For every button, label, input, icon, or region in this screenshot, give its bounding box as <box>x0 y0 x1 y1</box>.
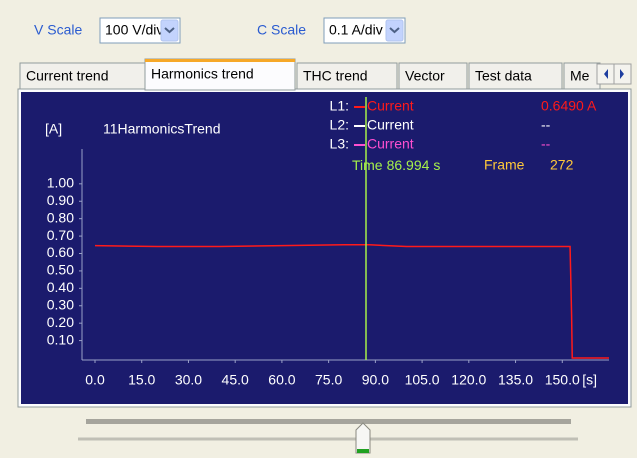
x-tick-label: 30.0 <box>175 372 202 388</box>
cursor-unit: s <box>433 157 440 173</box>
y-tick-label: 0.30 <box>47 296 74 312</box>
slider-thumb[interactable] <box>355 422 371 454</box>
frame-label: Frame <box>484 157 525 173</box>
y-tick-label: 0.90 <box>47 192 74 208</box>
tab[interactable]: Current trend <box>19 62 146 90</box>
legend-id: L3: <box>330 136 349 152</box>
v-scale-value: 100 V/div <box>105 22 163 38</box>
arrow-right <box>620 69 624 79</box>
dropdown-button[interactable] <box>385 19 404 42</box>
dropdown-button[interactable] <box>160 19 179 42</box>
tab-body <box>398 62 468 90</box>
y-axis-label: [A] <box>45 121 62 137</box>
cursor-readout: Time 86.994 s <box>352 157 440 173</box>
y-tick-label: 1.00 <box>47 175 74 191</box>
x-unit: [s] <box>582 372 597 388</box>
cursor-label: Time <box>352 157 383 173</box>
x-tick-label: 105.0 <box>405 372 440 388</box>
v-scale-label: V Scale <box>34 22 82 38</box>
y-tick-label: 0.80 <box>47 209 74 225</box>
chart-title: 11HarmonicsTrend <box>103 121 221 137</box>
legend-name: Current <box>367 136 414 152</box>
y-tick-label: 0.20 <box>47 314 74 330</box>
tab-body <box>468 62 563 90</box>
x-tick-label: 45.0 <box>222 372 249 388</box>
c-scale-value: 0.1 A/div <box>329 22 383 38</box>
legend-id: L2: <box>330 117 349 133</box>
y-tick-label: 0.40 <box>47 279 74 295</box>
legend-reading: 0.6490 A <box>541 98 597 114</box>
legend-name: Current <box>367 98 414 114</box>
y-tick-label: 0.60 <box>47 244 74 260</box>
tab-label: Current trend <box>26 68 108 84</box>
frame-value: 272 <box>550 157 574 173</box>
tab[interactable]: Vector <box>398 62 468 90</box>
tab-highlight <box>145 59 295 62</box>
slider-thumb-base <box>357 449 369 453</box>
series-line <box>94 244 609 359</box>
chevron <box>389 27 400 34</box>
legend-id: L1: <box>330 98 349 114</box>
legend-reading: -- <box>541 136 551 152</box>
tab-label: Vector <box>405 68 445 84</box>
y-tick-label: 0.50 <box>47 262 74 278</box>
x-tick-label: 75.0 <box>315 372 342 388</box>
tab[interactable]: THC trend <box>296 62 398 90</box>
x-tick-label: 135.0 <box>498 372 533 388</box>
x-tick-label: 60.0 <box>268 372 295 388</box>
chevron <box>164 27 175 34</box>
cursor-value: 86.994 <box>387 157 430 173</box>
tab-body <box>563 62 601 90</box>
tab-label: Test data <box>475 68 532 84</box>
c-scale-label: C Scale <box>257 22 306 38</box>
legend-name: Current <box>367 117 414 133</box>
x-tick-label: 90.0 <box>362 372 389 388</box>
tab-body <box>296 62 398 90</box>
x-tick-label: 150.0 <box>545 372 580 388</box>
chart-area <box>21 92 628 404</box>
x-tick-label: 120.0 <box>451 372 486 388</box>
y-tick-label: 0.70 <box>47 227 74 243</box>
y-tick-label: 0.10 <box>47 331 74 347</box>
tab-label: THC trend <box>303 68 368 84</box>
tab[interactable]: Me <box>563 62 601 90</box>
arrow-left <box>604 69 608 79</box>
tab[interactable]: Harmonics trend <box>144 58 296 91</box>
tab-label: Harmonics trend <box>151 66 254 82</box>
x-tick-label: 0.0 <box>85 372 105 388</box>
tab-label: Me <box>570 68 590 84</box>
x-tick-label: 15.0 <box>128 372 155 388</box>
legend-reading: -- <box>541 117 551 133</box>
progress-bar <box>86 419 571 424</box>
tab[interactable]: Test data <box>468 62 563 90</box>
